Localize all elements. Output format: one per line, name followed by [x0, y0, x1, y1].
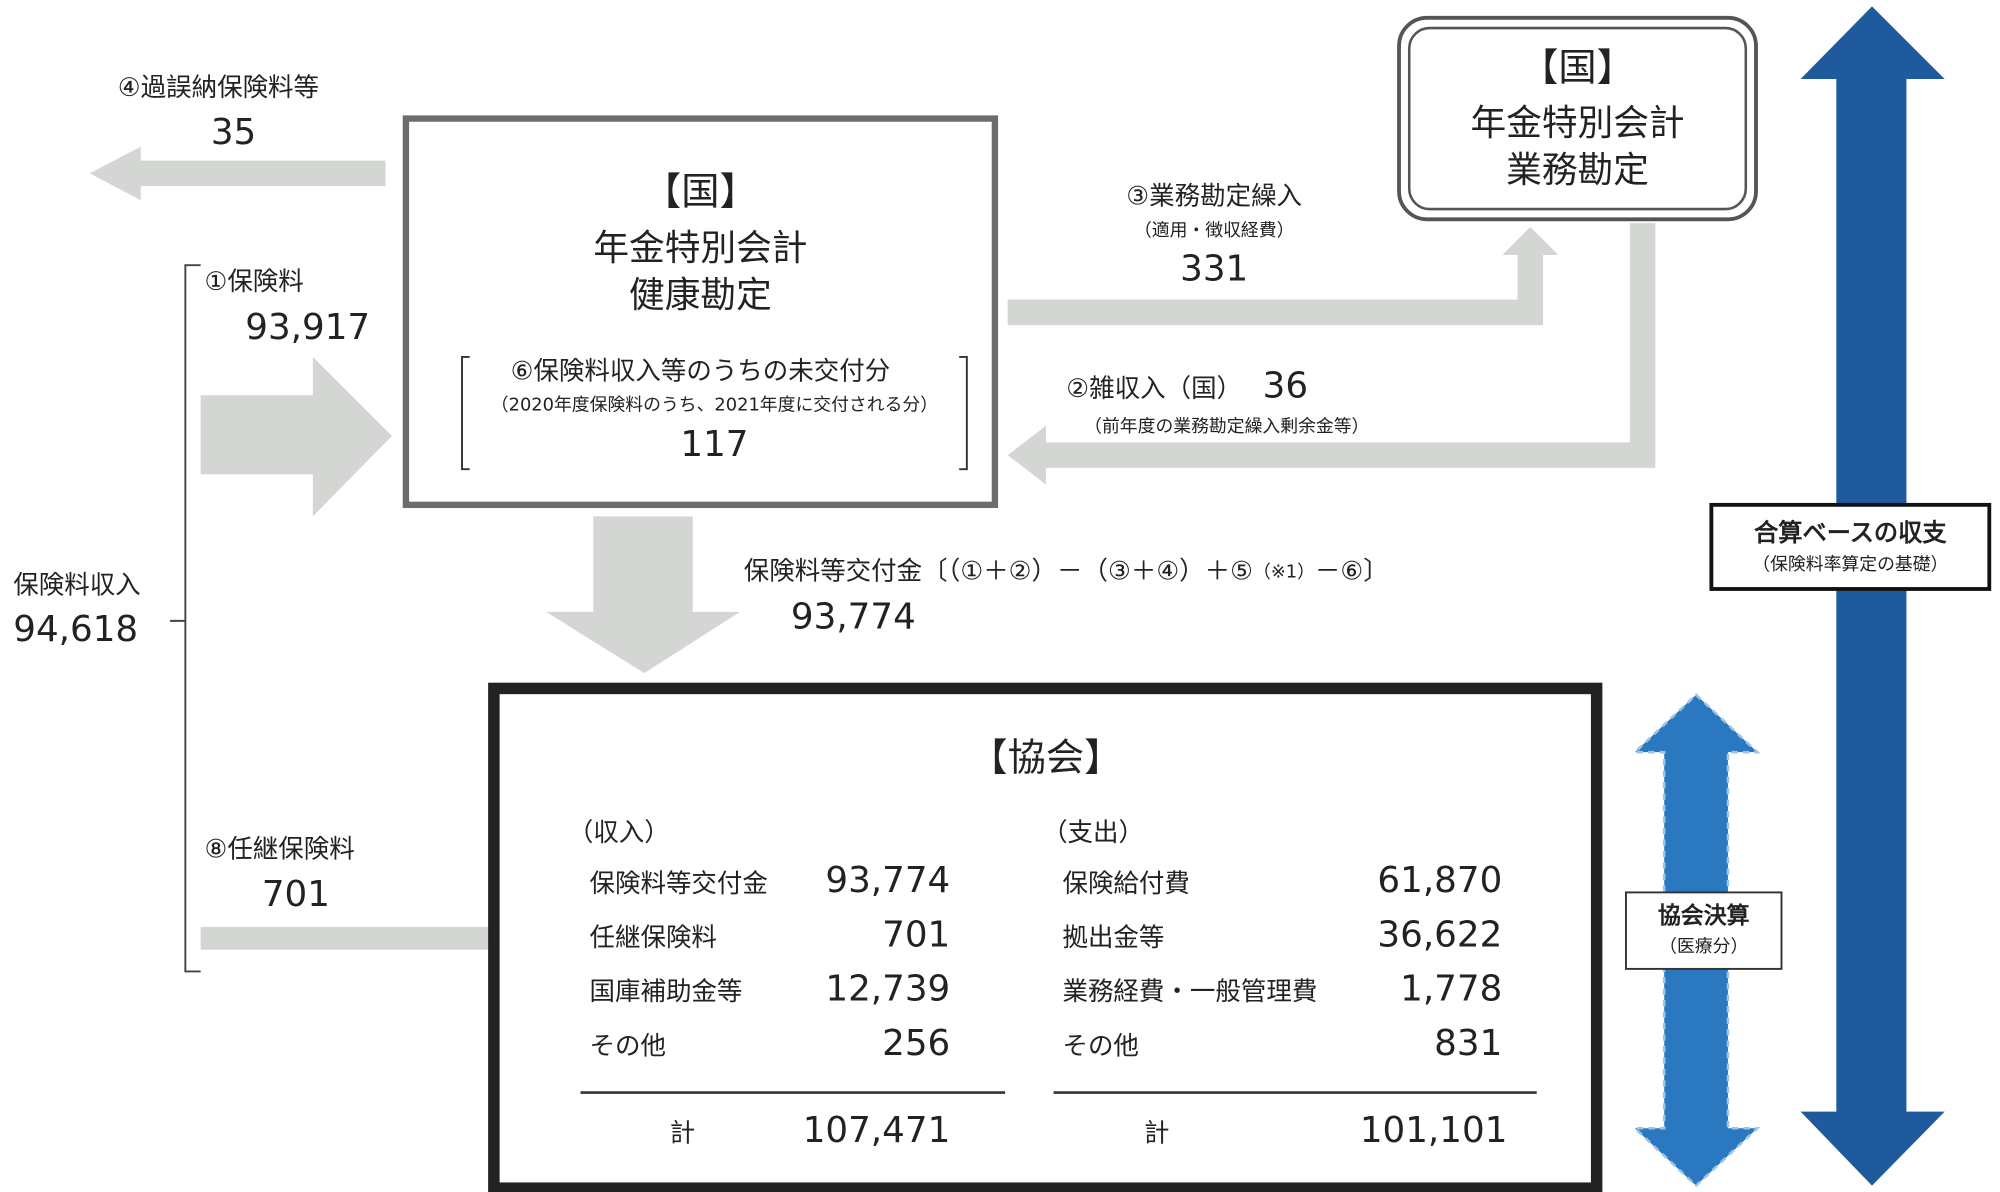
label: （保険料率算定の基礎）	[1752, 554, 1948, 575]
row-value: 1,778	[1400, 969, 1502, 1010]
row-value: 61,870	[1377, 860, 1502, 901]
row-value: 256	[882, 1023, 950, 1064]
total-label: 計	[670, 1119, 695, 1149]
arrow-continued	[200, 912, 564, 964]
label: （適用・徴収経費）	[1134, 220, 1294, 241]
formula: 保険料等交付金〔（①＋②）－（③＋④）＋⑤	[744, 556, 1253, 586]
heading: 【協会】	[969, 736, 1122, 780]
header: （支出）	[1042, 818, 1144, 848]
bracket	[170, 264, 201, 973]
label: 協会決算	[1658, 902, 1750, 929]
value: 93,774	[791, 596, 916, 637]
heading: 年金特別会計	[1470, 103, 1684, 144]
kyokai-box	[488, 682, 1603, 1192]
label: ③業務勘定繰入	[1126, 182, 1302, 212]
heading: 業務勘定	[1506, 150, 1649, 191]
row-label: 任継保険料	[589, 923, 716, 953]
label: （前年度の業務勘定繰入剰余金等）	[1084, 416, 1369, 437]
row-label: 保険料等交付金	[589, 869, 767, 899]
gyomu-box-inner	[1407, 26, 1748, 211]
arrow-refund	[89, 146, 386, 201]
arrow-premium	[200, 356, 392, 517]
value: 94,618	[13, 609, 138, 650]
total-label: 計	[1144, 1119, 1169, 1149]
value: 93,917	[245, 307, 370, 348]
arrow-misc-income	[1007, 223, 1656, 485]
row-label: 国庫補助金等	[589, 977, 742, 1007]
label: 保険料収入	[13, 570, 140, 600]
formula: －⑥〕	[1315, 556, 1389, 586]
row-label: 業務経費・一般管理費	[1062, 977, 1317, 1007]
note: （2020年度保険料のうち、2021年度に交付される分）	[491, 394, 938, 415]
row-label: 保険給付費	[1062, 869, 1189, 899]
row-value: 36,622	[1377, 914, 1502, 955]
value: 36	[1263, 366, 1308, 407]
row-label: 拠出金等	[1062, 923, 1164, 953]
value: 117	[680, 424, 748, 465]
gyomu-box	[1397, 15, 1758, 222]
total: 107,471	[803, 1110, 951, 1151]
value: 35	[211, 112, 256, 153]
label: ④過誤納保険料等	[118, 73, 319, 103]
label: ⑧任継保険料	[204, 834, 354, 864]
combined-arrow	[1800, 6, 1945, 1186]
note-bracket	[461, 356, 968, 471]
total: 101,101	[1360, 1110, 1508, 1151]
row-value: 12,739	[825, 969, 950, 1010]
heading: 年金特別会計	[593, 228, 807, 269]
heading: 【国】	[643, 170, 758, 214]
value: 331	[1180, 248, 1248, 289]
row-label: その他	[1062, 1031, 1138, 1061]
arrow-gyomu-transfer	[1007, 226, 1559, 326]
label: （医療分）	[1659, 936, 1748, 957]
label: ②雑収入（国）	[1066, 374, 1242, 404]
row-value: 701	[882, 914, 950, 955]
formula: 保険料等交付金〔（①＋②）－（③＋④）＋⑤（※1）－⑥〕	[744, 556, 1389, 586]
row-value: 831	[1434, 1023, 1502, 1064]
heading: 健康勘定	[629, 275, 772, 316]
arrow-grant	[546, 516, 740, 674]
label: ①保険料	[204, 267, 303, 297]
row-value: 93,774	[825, 860, 950, 901]
kenko-box	[402, 115, 999, 509]
note: ⑥保険料収入等のうちの未交付分	[511, 356, 891, 386]
formula-note: （※1）	[1253, 561, 1315, 582]
header: （収入）	[568, 818, 670, 848]
row-label: その他	[589, 1031, 665, 1061]
value: 701	[262, 874, 330, 915]
combined-label-box	[1709, 502, 1992, 591]
label: 合算ベースの収支	[1754, 519, 1947, 547]
settlement-label-box	[1625, 891, 1783, 970]
heading: 【国】	[1520, 47, 1635, 91]
